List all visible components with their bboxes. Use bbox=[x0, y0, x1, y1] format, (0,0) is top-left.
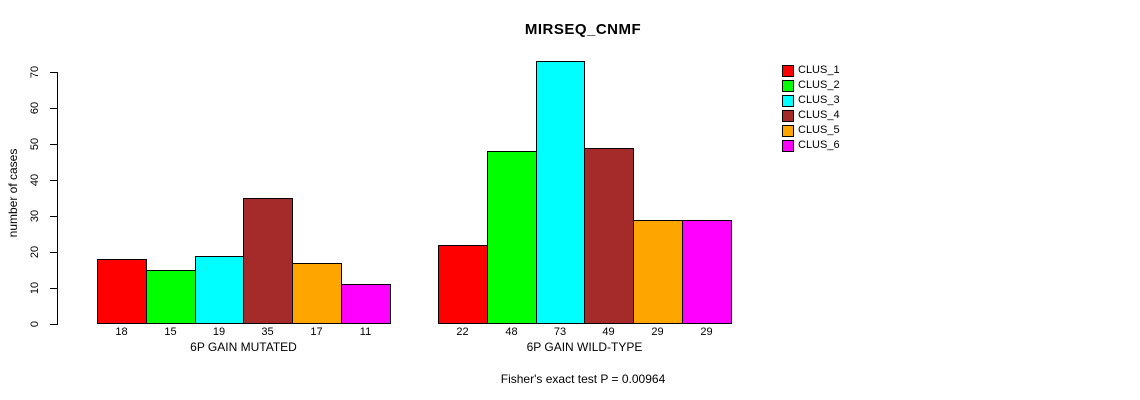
y-tick bbox=[50, 288, 57, 289]
bar-clus_1-wild-type bbox=[438, 245, 488, 324]
bar-clus_6-mutated bbox=[341, 284, 391, 324]
y-tick bbox=[50, 180, 57, 181]
legend-label: CLUS_1 bbox=[798, 64, 840, 76]
y-tick-label: 40 bbox=[29, 173, 41, 187]
chart-title: MIRSEQ_CNMF bbox=[524, 21, 642, 38]
bar-value-label: 29 bbox=[651, 326, 664, 338]
bar-clus_2-mutated bbox=[146, 270, 196, 324]
y-axis-line bbox=[57, 72, 58, 325]
legend-item-clus_2: CLUS_2 bbox=[782, 78, 840, 93]
y-tick bbox=[50, 216, 57, 217]
bar-clus_4-mutated bbox=[243, 198, 293, 324]
legend-label: CLUS_2 bbox=[798, 79, 840, 91]
legend-item-clus_1: CLUS_1 bbox=[782, 63, 840, 78]
bar-value-label: 49 bbox=[602, 326, 615, 338]
legend-item-clus_4: CLUS_4 bbox=[782, 108, 840, 123]
y-tick bbox=[50, 72, 57, 73]
legend-item-clus_6: CLUS_6 bbox=[782, 138, 840, 153]
bar-clus_3-wild-type bbox=[536, 61, 585, 324]
legend-label: CLUS_3 bbox=[798, 94, 840, 106]
legend-swatch-icon bbox=[782, 139, 794, 152]
legend-swatch-icon bbox=[782, 124, 794, 137]
bar-value-label: 18 bbox=[115, 326, 128, 338]
group-label-wild-type: 6P GAIN WILD-TYPE bbox=[526, 340, 643, 354]
y-tick bbox=[50, 324, 57, 325]
bar-value-label: 17 bbox=[310, 326, 323, 338]
bar-value-label: 29 bbox=[700, 326, 713, 338]
bar-value-label: 19 bbox=[212, 326, 226, 338]
y-tick bbox=[50, 108, 57, 109]
y-tick-label: 70 bbox=[29, 65, 41, 79]
y-tick bbox=[50, 144, 57, 145]
y-tick bbox=[50, 252, 57, 253]
bar-value-label: 22 bbox=[456, 326, 469, 338]
legend-swatch-icon bbox=[782, 64, 794, 77]
legend-item-clus_3: CLUS_3 bbox=[782, 93, 840, 108]
bar-clus_4-wild-type bbox=[584, 148, 634, 324]
bar-clus_1-mutated bbox=[97, 259, 147, 324]
y-tick-label: 0 bbox=[29, 320, 41, 328]
legend-swatch-icon bbox=[782, 109, 794, 122]
legend-label: CLUS_5 bbox=[798, 124, 840, 136]
bar-value-label: 73 bbox=[553, 326, 567, 338]
y-axis-label: number of cases bbox=[6, 148, 20, 238]
legend: CLUS_1 CLUS_2 CLUS_3 CLUS_4 CLUS_5 CLUS_6 bbox=[782, 63, 840, 153]
legend-label: CLUS_4 bbox=[798, 109, 840, 121]
bar-clus_6-wild-type bbox=[682, 220, 732, 324]
group-label-mutated: 6P GAIN MUTATED bbox=[190, 340, 297, 354]
fisher-test-caption: Fisher's exact test P = 0.00964 bbox=[500, 372, 666, 386]
bar-value-label: 48 bbox=[505, 326, 518, 338]
bar-value-label: 35 bbox=[261, 326, 274, 338]
legend-item-clus_5: CLUS_5 bbox=[782, 123, 840, 138]
legend-swatch-icon bbox=[782, 94, 794, 107]
bar-value-label: 11 bbox=[359, 326, 372, 338]
y-tick-label: 50 bbox=[29, 137, 41, 151]
y-tick-label: 30 bbox=[29, 209, 41, 223]
legend-label: CLUS_6 bbox=[798, 139, 840, 151]
y-tick-label: 20 bbox=[29, 245, 41, 259]
bar-value-label: 15 bbox=[164, 326, 177, 338]
bar-clus_5-wild-type bbox=[633, 220, 683, 324]
y-tick-label: 60 bbox=[29, 101, 41, 115]
bar-clus_5-mutated bbox=[292, 263, 342, 324]
bar-clus_3-mutated bbox=[195, 256, 244, 324]
y-tick-label: 10 bbox=[29, 281, 41, 295]
bar-clus_2-wild-type bbox=[487, 151, 537, 324]
legend-swatch-icon bbox=[782, 79, 794, 92]
